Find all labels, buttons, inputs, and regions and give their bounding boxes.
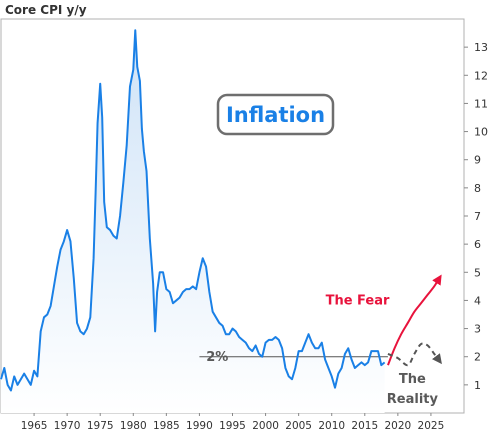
x-tick-label: 1985 — [153, 420, 180, 432]
y-tick-label: 5 — [474, 266, 481, 279]
x-tick-label: 1970 — [54, 420, 81, 432]
reference-line-label: 2% — [206, 350, 228, 365]
series-line — [0, 29, 386, 392]
annotation-group: The Fear The Reality — [326, 274, 442, 407]
x-tick-label: 1995 — [219, 420, 246, 432]
y-tick-label: 2 — [474, 351, 481, 364]
y-tick-label: 12 — [474, 69, 488, 82]
x-tick-label: 1980 — [120, 420, 147, 432]
x-tick-label: 2025 — [418, 420, 445, 432]
y-tick-label: 1 — [474, 379, 481, 392]
fear-label: The Fear — [326, 293, 390, 308]
series-line-group — [0, 29, 386, 392]
y-tick-label: 4 — [474, 294, 481, 307]
inflation-badge: Inflation — [216, 93, 335, 136]
area-layer — [1, 30, 385, 414]
y-tick-label: 11 — [474, 97, 488, 110]
x-tick-label: 2010 — [318, 420, 345, 432]
badge-label: Inflation — [226, 103, 325, 127]
x-tick-label: 1965 — [21, 420, 48, 432]
reference-line-group: 2% — [199, 350, 388, 365]
reality-label-line-1: The — [399, 372, 426, 387]
x-tick-label: 2000 — [252, 420, 279, 432]
y-tick-label: 8 — [474, 182, 481, 195]
x-tick-label: 1975 — [87, 420, 114, 432]
chart-title: Core CPI y/y — [5, 3, 87, 17]
reality-label-line-2: Reality — [387, 392, 439, 407]
series-area-fill — [1, 30, 385, 414]
x-tick-label: 2020 — [384, 420, 411, 432]
y-tick-label: 6 — [474, 238, 481, 251]
y-tick-label: 7 — [474, 210, 481, 223]
y-tick-label: 9 — [474, 154, 481, 167]
fear-arrow — [387, 274, 442, 366]
x-tick-label: 1990 — [186, 420, 213, 432]
x-tick-label: 2015 — [351, 420, 378, 432]
x-tick-label: 2005 — [285, 420, 312, 432]
reality-arrow — [387, 342, 442, 367]
y-tick-label: 3 — [474, 323, 481, 336]
badge-frame — [216, 93, 335, 136]
y-tick-label: 10 — [474, 126, 488, 139]
y-tick-label: 13 — [474, 41, 488, 54]
